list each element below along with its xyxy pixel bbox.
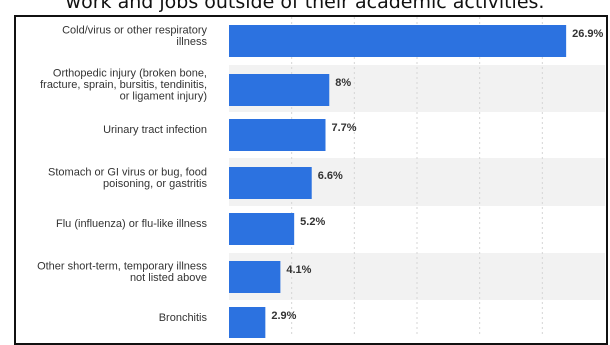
value-label-4: 5.2% — [300, 216, 325, 228]
bar-2 — [229, 119, 326, 151]
value-label-6: 2.9% — [271, 310, 296, 322]
category-label-6: Bronchitis — [159, 312, 208, 324]
value-label-3: 6.6% — [318, 170, 343, 182]
bar-chart: 26.9% Cold/virus or other respiratory illn… — [37, 17, 605, 338]
category-label-3: Stomach or GI virus or bug, food poisonin… — [48, 166, 207, 190]
bar-4 — [229, 213, 295, 245]
category-label-4: Flu (influenza) or flu-like illness — [56, 218, 207, 230]
value-label-5: 4.1% — [286, 264, 311, 276]
caption-text: work and jobs outside of their academic … — [65, 0, 545, 13]
category-label-2: Urinary tract infection — [103, 124, 207, 136]
value-label-1: 8% — [335, 77, 351, 89]
category-label-1: Orthopedic injury (broken bone, fracture,… — [40, 68, 207, 103]
value-label-0: 26.9% — [572, 28, 603, 40]
category-label-5: Other short-term, temporary illness not l… — [37, 260, 207, 284]
bar-5 — [229, 261, 281, 293]
value-label-2: 7.7% — [332, 122, 357, 134]
category-label-0: Cold/virus or other respiratory illness — [62, 24, 207, 48]
bar-3 — [229, 167, 312, 199]
bar-1 — [229, 74, 330, 106]
bar-6 — [229, 307, 266, 338]
bar-0 — [229, 25, 567, 57]
